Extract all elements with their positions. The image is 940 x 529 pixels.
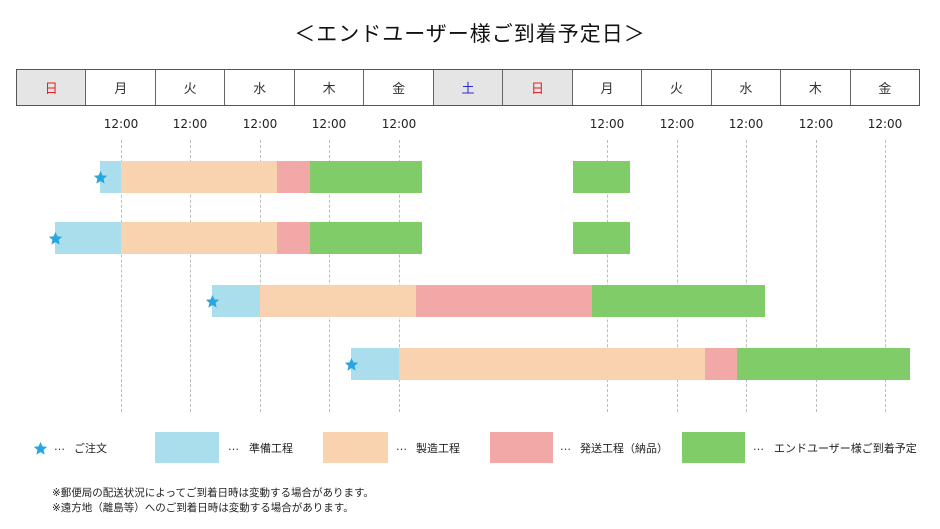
day-cell: 金 [850, 70, 920, 105]
prep-bar [100, 161, 121, 193]
arrival-bar [310, 222, 422, 254]
star-icon [48, 231, 63, 245]
day-cell: 木 [781, 70, 851, 105]
star-icon [93, 170, 108, 184]
arrival-bar [737, 348, 910, 380]
day-cell: 日 [503, 70, 573, 105]
day-cell: 金 [364, 70, 434, 105]
legend-arrival-label: エンドユーザー様ご到着予定 [774, 442, 917, 455]
time-label: 12:00 [728, 117, 764, 131]
dashed-gridline [121, 140, 122, 412]
legend-shipping-label: 発送工程（納品） [580, 442, 668, 455]
page-title: ＜エンドユーザー様ご到着予定日＞ [294, 22, 646, 46]
dashed-gridline [399, 140, 400, 412]
arrival-bar [310, 161, 422, 193]
arrival-bar [573, 161, 630, 193]
time-label: 12:00 [242, 117, 278, 131]
prep-bar [351, 348, 399, 380]
legend-prep-swatch [155, 432, 219, 463]
legend-dots: … [228, 440, 239, 453]
day-cell: 水 [711, 70, 782, 105]
star-icon [344, 357, 359, 371]
note-remote: ※遠方地（離島等）へのご到着日時は変動する場合があります。 [52, 502, 354, 514]
shipping-bar [416, 285, 592, 317]
legend-shipping-swatch [490, 432, 553, 463]
day-cell: 土 [433, 70, 504, 105]
prep-bar [55, 222, 121, 254]
dashed-gridline [746, 140, 747, 412]
dashed-gridline [885, 140, 886, 412]
time-label: 12:00 [867, 117, 903, 131]
manufacturing-bar [260, 285, 416, 317]
time-label: 12:00 [311, 117, 347, 131]
manufacturing-bar [121, 161, 277, 193]
legend-dots: … [560, 440, 571, 453]
legend-dots: … [753, 440, 764, 453]
legend-manufacturing-swatch [323, 432, 388, 463]
day-cell: 水 [225, 70, 295, 105]
dashed-gridline [816, 140, 817, 412]
legend-dots: … [396, 440, 407, 453]
manufacturing-bar [121, 222, 277, 254]
dashed-gridline [607, 140, 608, 412]
day-cell: 木 [294, 70, 365, 105]
shipping-bar [277, 222, 310, 254]
legend-order-label: ご注文 [74, 442, 107, 455]
time-label: 12:00 [589, 117, 625, 131]
day-cell: 火 [642, 70, 712, 105]
legend-prep-label: 準備工程 [249, 442, 293, 455]
shipping-bar [277, 161, 310, 193]
time-label: 12:00 [172, 117, 208, 131]
day-cell: 火 [155, 70, 226, 105]
time-label: 12:00 [659, 117, 695, 131]
dashed-gridline [260, 140, 261, 412]
dashed-gridline [190, 140, 191, 412]
legend-manufacturing-label: 製造工程 [416, 442, 460, 455]
dashed-gridline [329, 140, 330, 412]
time-label: 12:00 [381, 117, 417, 131]
time-label: 12:00 [103, 117, 139, 131]
manufacturing-bar [399, 348, 705, 380]
arrival-bar [592, 285, 765, 317]
day-cell: 日 [17, 70, 87, 105]
star-icon [205, 294, 220, 308]
arrival-bar [573, 222, 630, 254]
dashed-gridline [677, 140, 678, 412]
prep-bar [212, 285, 260, 317]
day-cell: 月 [572, 70, 643, 105]
star-icon [33, 441, 48, 455]
note-postal: ※郵便局の配送状況によってご到着日時は変動する場合があります。 [52, 487, 374, 499]
day-cell: 月 [86, 70, 156, 105]
weekday-header: 日月火水木金土日月火水木金 [16, 69, 920, 106]
legend-arrival-swatch [682, 432, 745, 463]
shipping-bar [705, 348, 737, 380]
time-label: 12:00 [798, 117, 834, 131]
legend-dots: … [54, 440, 65, 453]
